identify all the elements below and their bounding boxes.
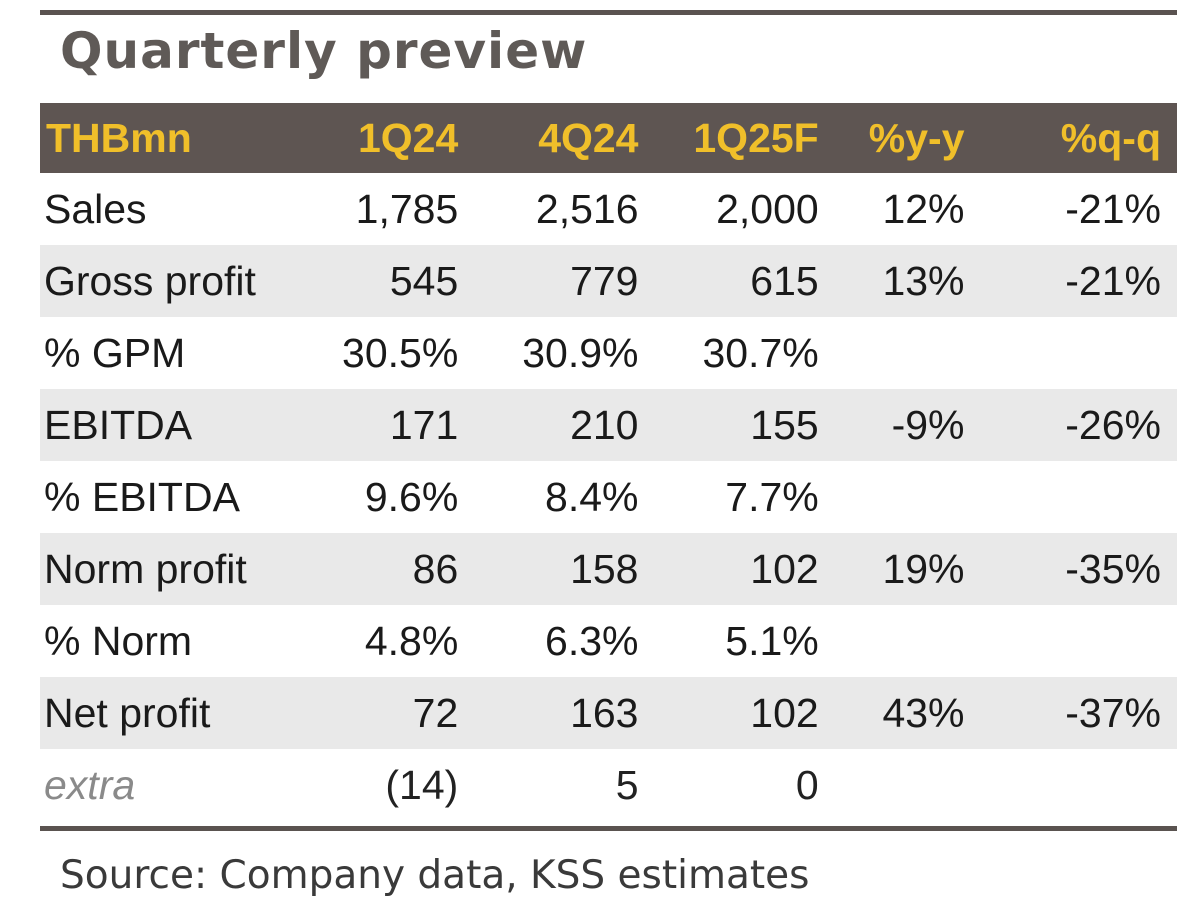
financial-table: THBmn 1Q24 4Q24 1Q25F %y-y %q-q Sales 1,… xyxy=(40,103,1177,821)
table-cell: (14) xyxy=(385,761,459,808)
table-cell: 545 xyxy=(331,245,471,317)
table-cell: 2,000 xyxy=(716,185,819,232)
table-row: % Norm 4.8% 6.3% 5.1% xyxy=(40,605,1177,677)
row-label: Sales xyxy=(44,185,147,232)
table-cell: 4.8% xyxy=(364,617,459,664)
table-cell: 102 xyxy=(650,677,831,749)
table-cell xyxy=(977,317,1178,389)
table-row: EBITDA 171 210 155 -9% -26% xyxy=(40,389,1177,461)
table-cell xyxy=(831,605,977,677)
table-row: extra (14) 5 0 xyxy=(40,749,1177,821)
table-cell: 210 xyxy=(470,389,651,461)
bottom-rule xyxy=(40,826,1177,831)
table-cell: 72 xyxy=(331,677,471,749)
header-cell: %y-y xyxy=(830,103,977,173)
table-cell: 30.9% xyxy=(522,329,639,376)
table-cell: -37% xyxy=(976,677,1177,749)
top-rule xyxy=(40,10,1177,15)
table-cell: -21% xyxy=(976,245,1177,317)
table-cell xyxy=(977,749,1178,821)
table-cell: 19% xyxy=(830,533,977,605)
header-cell: THBmn xyxy=(40,103,332,173)
table-cell: 158 xyxy=(470,533,651,605)
table-row: % GPM 30.5% 30.9% 30.7% xyxy=(40,317,1177,389)
table-row: % EBITDA 9.6% 8.4% 7.7% xyxy=(40,461,1177,533)
row-label: EBITDA xyxy=(40,389,332,461)
table-row: Gross profit 545 779 615 13% -21% xyxy=(40,245,1177,317)
table-cell xyxy=(977,605,1178,677)
row-label: % EBITDA xyxy=(44,473,240,520)
row-label: % GPM xyxy=(44,329,186,376)
header-cell: 1Q25F xyxy=(650,103,831,173)
table-cell: 43% xyxy=(830,677,977,749)
table-cell: 86 xyxy=(331,533,471,605)
table-cell: -21% xyxy=(1065,185,1161,232)
table-cell xyxy=(831,461,977,533)
table-cell: 779 xyxy=(470,245,651,317)
source-note: Source: Company data, KSS estimates xyxy=(60,853,810,898)
row-label: % Norm xyxy=(44,617,193,664)
table-cell: 615 xyxy=(650,245,831,317)
table-row: Sales 1,785 2,516 2,000 12% -21% xyxy=(40,173,1177,245)
table-cell xyxy=(831,749,977,821)
table-cell: 7.7% xyxy=(725,473,819,520)
table-cell: 8.4% xyxy=(545,473,639,520)
table-row: Norm profit 86 158 102 19% -35% xyxy=(40,533,1177,605)
table-cell: 102 xyxy=(650,533,831,605)
table-cell: 1,785 xyxy=(355,185,459,232)
table-cell: 2,516 xyxy=(535,185,639,232)
table-row: Net profit 72 163 102 43% -37% xyxy=(40,677,1177,749)
table-cell: -26% xyxy=(976,389,1177,461)
table-cell: 163 xyxy=(470,677,651,749)
table-cell: 0 xyxy=(795,761,819,808)
table-cell: 171 xyxy=(331,389,471,461)
header-cell: 1Q24 xyxy=(331,103,471,173)
header-cell: 4Q24 xyxy=(470,103,651,173)
table-header-row: THBmn 1Q24 4Q24 1Q25F %y-y %q-q xyxy=(40,103,1177,173)
row-label: Net profit xyxy=(40,677,332,749)
table-cell: 5 xyxy=(615,761,639,808)
table-cell: 12% xyxy=(882,185,965,232)
row-label: extra xyxy=(44,761,136,808)
table-cell: 13% xyxy=(830,245,977,317)
table-cell: -9% xyxy=(830,389,977,461)
table-cell xyxy=(977,461,1178,533)
table-cell: 5.1% xyxy=(725,617,819,664)
row-label: Norm profit xyxy=(40,533,332,605)
table-cell: -35% xyxy=(976,533,1177,605)
table-cell: 6.3% xyxy=(545,617,639,664)
table-cell: 9.6% xyxy=(364,473,459,520)
table-cell: 155 xyxy=(650,389,831,461)
table-cell xyxy=(831,317,977,389)
table-cell: 30.7% xyxy=(702,329,819,376)
header-cell: %q-q xyxy=(976,103,1177,173)
row-label: Gross profit xyxy=(40,245,332,317)
page-title: Quarterly preview xyxy=(60,22,588,80)
table-cell: 30.5% xyxy=(342,329,459,376)
